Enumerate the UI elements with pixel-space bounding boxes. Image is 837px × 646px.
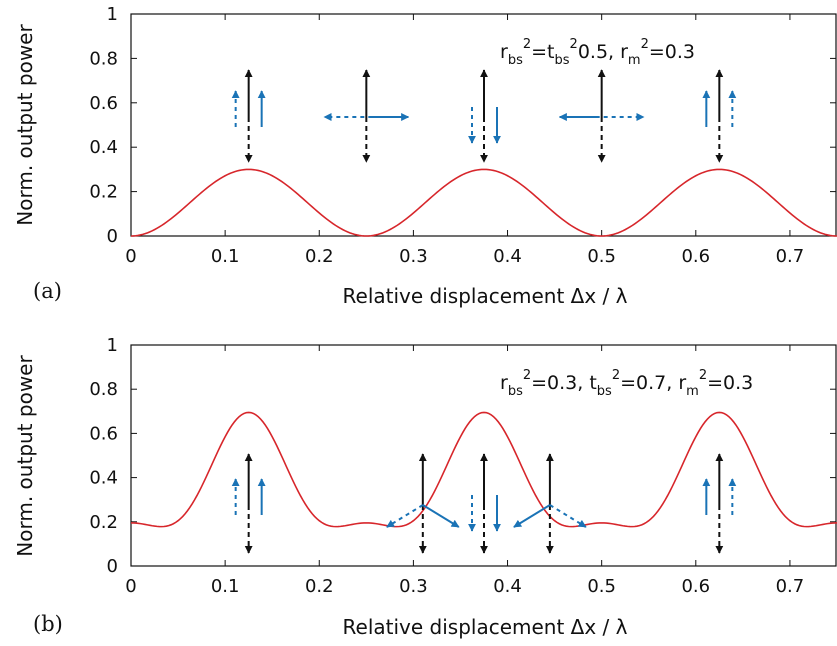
x-tick-label: 0.3 — [399, 576, 428, 597]
panel-a: 0 0.1 0.2 0.3 0.4 0.5 0.6 0.7 0 0.2 0.4 0.6 0.8 1 Nor… — [13, 4, 837, 308]
annotation-b-rm2: 0.3 — [723, 372, 753, 394]
y-tick-label: 1 — [107, 4, 118, 25]
y-tick-label: 0.8 — [89, 379, 118, 400]
panel-b: 0 0.1 0.2 0.3 0.4 0.5 0.6 0.7 0 0.2 0.4 0.6 0.8 1 Nor… — [13, 335, 837, 639]
annotation-b-rbs2: 0.3 — [547, 372, 577, 394]
annotation-b-tbs2: 0.7 — [636, 372, 666, 394]
x-tick-label: 0.2 — [305, 246, 334, 267]
y-tick-label: 0.2 — [89, 182, 118, 203]
annotation-a: rbs2=tbs20.5, rm2=0.3 — [500, 37, 695, 68]
annotation-b: rbs2=0.3, tbs2=0.7, rm2=0.3 — [500, 368, 753, 399]
polarization-diagram — [323, 69, 410, 163]
y-tick-label: 1 — [107, 335, 118, 356]
x-tick-label: 0.7 — [776, 246, 805, 267]
axes-b: 0 0.1 0.2 0.3 0.4 0.5 0.6 0.7 0 0.2 0.4 0.6 0.8 1 — [89, 335, 836, 597]
power-curve-a — [130, 168, 837, 237]
panel-label-a: (a) — [33, 279, 62, 303]
polarization-diagram — [231, 69, 266, 163]
plot-frame-b — [130, 344, 837, 567]
y-axis-label-a: Norm. output power — [13, 24, 37, 226]
x-tick-label: 0.6 — [681, 246, 710, 267]
x-tick-label: 0.5 — [587, 576, 616, 597]
x-tick-label: 0.1 — [211, 246, 240, 267]
x-tick-label: 0.4 — [493, 246, 522, 267]
blue-arrow-solid — [513, 504, 551, 528]
annotation-a-rbs2: 0.5 — [578, 41, 608, 63]
x-tick-label: 0.6 — [681, 576, 710, 597]
y-tick-label: 0.6 — [89, 93, 118, 114]
y-tick-label: 0.2 — [89, 512, 118, 533]
y-axis-label-b: Norm. output power — [13, 355, 37, 557]
plot-border — [130, 13, 837, 237]
x-tick-label: 0.5 — [587, 246, 616, 267]
y-tick-label: 0.4 — [89, 468, 118, 489]
blue-arrow-dashed — [549, 504, 587, 528]
x-axis-label-b: Relative displacement Δx / λ — [343, 615, 628, 639]
power-series-line — [130, 411, 837, 528]
blue-arrow-dashed — [386, 504, 424, 528]
polarization-diagram — [231, 453, 266, 554]
y-tick-label: 0.8 — [89, 48, 118, 69]
polarization-diagrams-b — [231, 453, 737, 554]
plot-frame-a — [130, 13, 837, 237]
x-tick-label: 0.4 — [493, 576, 522, 597]
y-tick-label: 0 — [107, 556, 118, 577]
x-tick-label: 0 — [125, 576, 136, 597]
polarization-diagram — [702, 453, 737, 554]
x-tick-label: 0.1 — [211, 576, 240, 597]
polarization-diagram — [702, 69, 737, 163]
polarization-diagrams-a — [231, 69, 737, 163]
polarization-diagram — [386, 453, 460, 554]
power-series-line — [130, 168, 837, 237]
axes-a: 0 0.1 0.2 0.3 0.4 0.5 0.6 0.7 0 0.2 0.4 0.6 0.8 1 — [89, 4, 836, 267]
power-curve-b — [130, 411, 837, 528]
y-tick-label: 0.4 — [89, 137, 118, 158]
polarization-diagram — [468, 453, 501, 554]
x-tick-label: 0.7 — [776, 576, 805, 597]
panel-label-b: (b) — [33, 612, 63, 636]
polarization-diagram — [468, 69, 501, 163]
x-tick-label: 0.2 — [305, 576, 334, 597]
blue-arrow-solid — [422, 504, 460, 528]
x-axis-label-a: Relative displacement Δx / λ — [343, 284, 628, 308]
y-tick-label: 0.6 — [89, 423, 118, 444]
x-tick-label: 0.3 — [399, 246, 428, 267]
polarization-diagram — [513, 453, 587, 554]
x-tick-label: 0 — [125, 246, 136, 267]
y-tick-label: 0 — [107, 226, 118, 247]
plot-border — [130, 344, 837, 567]
polarization-diagram — [558, 69, 645, 163]
annotation-a-rm2: 0.3 — [665, 41, 695, 63]
